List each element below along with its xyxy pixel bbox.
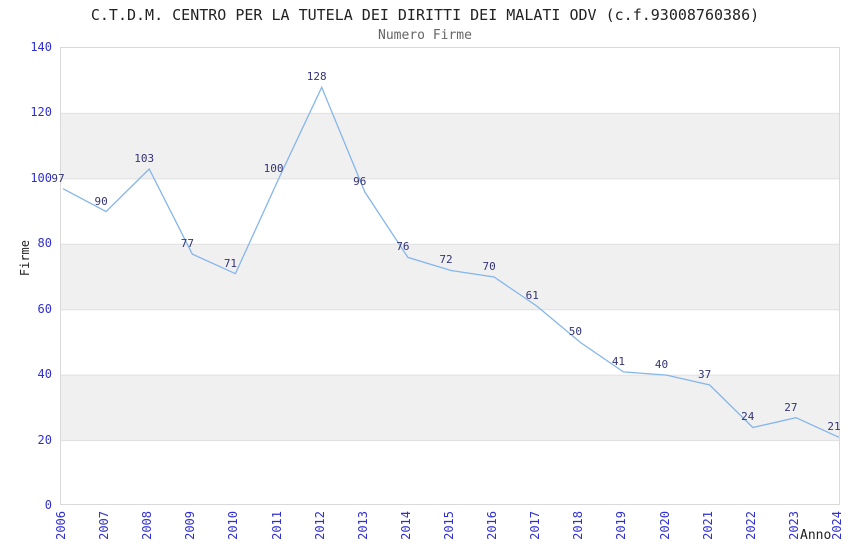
x-tick-label: 2010 [226, 511, 241, 540]
x-tick-label: 2006 [54, 511, 68, 540]
line-chart-svg [61, 85, 840, 442]
x-tick-label: 2013 [355, 511, 370, 540]
data-point-label: 128 [306, 70, 327, 84]
y-tick-label: 100 [30, 170, 52, 185]
x-tick-label: 2016 [485, 511, 500, 540]
data-point-label: 41 [611, 354, 626, 368]
y-tick-label: 120 [30, 105, 52, 120]
x-tick-label: 2009 [183, 511, 198, 540]
data-line [62, 85, 840, 438]
y-tick-label: 60 [37, 301, 52, 316]
x-tick-label: 2007 [97, 511, 112, 540]
data-point-label: 50 [568, 325, 582, 339]
data-point-label: 21 [827, 420, 841, 434]
y-tick-label: 20 [37, 432, 52, 447]
x-tick-label: 2015 [442, 511, 456, 540]
chart-title: C.T.D.M. CENTRO PER LA TUTELA DEI DIRITT… [90, 6, 760, 24]
data-point-label: 77 [180, 237, 194, 251]
data-point-label: 40 [654, 358, 669, 372]
chart-subtitle: Numero Firme [378, 28, 472, 43]
grid-band [61, 244, 839, 310]
data-point-label: 24 [741, 410, 755, 424]
x-axis-title: Anno [800, 528, 832, 543]
data-point-label: 70 [482, 260, 496, 273]
grid-band [61, 113, 839, 179]
x-tick-label: 2022 [743, 511, 758, 540]
data-point-label: 90 [94, 194, 108, 208]
data-point-label: 71 [223, 256, 238, 270]
data-point-label: 37 [698, 367, 712, 381]
grid-band [61, 375, 839, 441]
data-point-label: 61 [525, 289, 539, 303]
data-point-label: 96 [353, 174, 367, 188]
x-tick-label: 2019 [614, 511, 629, 540]
x-tick-label: 2021 [700, 511, 715, 540]
x-tick-label: 2018 [571, 511, 586, 540]
x-tick-label: 2023 [786, 511, 801, 540]
y-tick-label: 140 [30, 40, 52, 54]
x-tick-label: 2014 [398, 511, 413, 540]
x-tick-label: 2011 [269, 511, 284, 540]
data-point-label: 97 [51, 171, 65, 185]
x-tick-label: 2017 [528, 511, 543, 540]
x-tick-label: 2024 [830, 511, 844, 540]
data-point-label: 103 [134, 152, 155, 166]
plot-area [60, 47, 840, 505]
x-tick-label: 2012 [312, 511, 327, 540]
y-tick-label: 40 [37, 367, 52, 382]
data-point-label: 72 [439, 253, 453, 267]
data-point-label: 100 [263, 161, 284, 175]
y-tick-label: 0 [44, 498, 52, 512]
data-point-label: 76 [396, 240, 410, 254]
x-tick-label: 2020 [657, 511, 672, 540]
data-point-label: 27 [784, 400, 798, 414]
y-tick-label: 80 [37, 236, 52, 251]
x-tick-label: 2008 [140, 511, 155, 540]
